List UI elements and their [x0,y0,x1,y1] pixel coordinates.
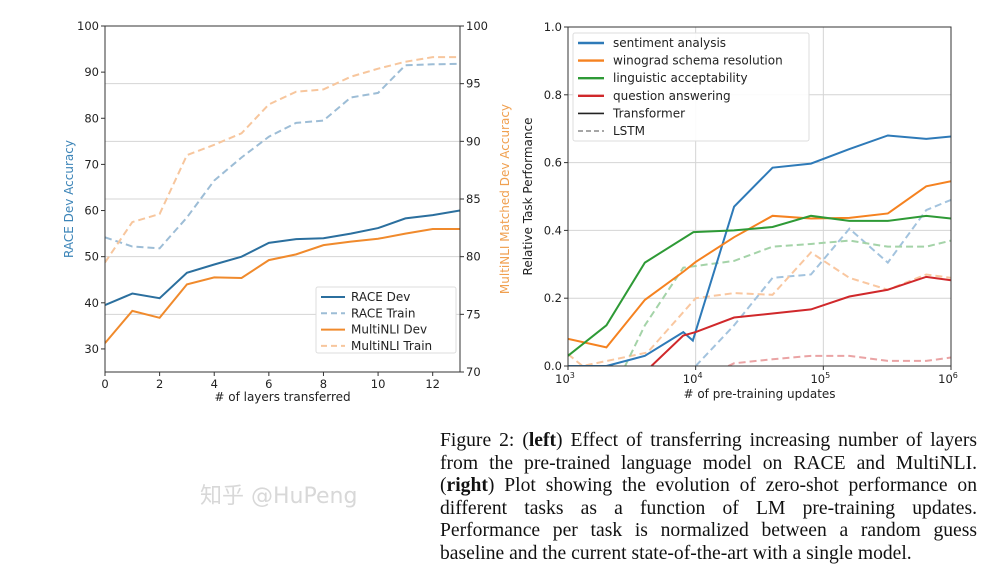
series-line-race-dev [105,209,460,307]
x-tick-label: 103 [555,371,575,386]
y-tick-label: 50 [84,250,99,264]
legend-label: question answering [613,89,731,103]
y-right-axis-label: MultiNLI Matched Dev Accuracy [498,104,512,294]
y-right-tick-label: 90 [466,134,481,148]
y-right-tick-label: 100 [466,19,488,33]
figure-caption: Figure 2: (left) Effect of transferring … [440,430,977,566]
x-tick-label: 10 [371,377,386,391]
y-right-tick-label: 70 [466,365,481,379]
caption-right-bold: right [446,475,488,497]
x-tick-label: 8 [320,377,327,391]
x-tick-label: 105 [810,371,830,386]
watermark: 知乎 @HuPeng [200,484,358,509]
y-tick-label: 60 [84,204,99,218]
x-axis-label: # of pre-training updates [683,387,835,401]
legend: RACE Dev RACE Train MultiNLI Dev MultiNLI T… [315,286,457,354]
caption-left-bold: left [528,430,557,451]
y-tick-label: 1.0 [544,20,562,34]
y-right-tick-label: 85 [466,192,481,206]
x-tick-label: 104 [683,371,703,386]
legend-label: LSTM [613,124,645,138]
y-tick-label: 0.6 [544,156,562,170]
series-line-transformer-winograd-schema-resolution [568,180,951,349]
legend-label: sentiment analysis [613,36,726,50]
series-line-lstm-question-answering [727,354,951,366]
y-tick-label: 100 [77,19,99,33]
series-line-lstm-winograd-schema-resolution [568,251,951,366]
legend-label: Transformer [612,106,685,120]
x-tick-label: 106 [938,371,958,386]
y-axis-label: RACE Dev Accuracy [62,140,76,258]
y-tick-label: 0.0 [544,359,562,373]
y-tick-label: 30 [84,342,99,356]
series-line-multinli-train [105,56,460,263]
legend: sentiment analysis winograd schema resolu… [572,32,810,142]
series-line-transformer-sentiment-analysis [568,134,951,366]
caption-mid: ) Effect of transferring increasing numb… [440,430,977,497]
legend-label: RACE Dev [351,290,410,304]
legend-box [572,32,810,142]
plot-frame [104,25,461,373]
x-tick-label: 4 [211,377,218,391]
legend-label: linguistic acceptability [613,71,748,85]
legend-box [315,286,457,354]
x-tick-label: 12 [425,377,440,391]
x-tick-label: 2 [156,377,163,391]
legend-label: RACE Train [351,306,415,320]
legend-label: MultiNLI Train [351,339,432,353]
x-tick-label: 0 [101,377,108,391]
series-line-race-train [105,62,460,250]
y-right-tick-label: 80 [466,250,481,264]
series-line-transformer-question-answering [650,275,951,366]
x-tick-label: 6 [265,377,272,391]
legend-label: winograd schema resolution [613,54,783,68]
y-right-tick-label: 95 [466,77,481,91]
series-line-multinli-dev [105,227,460,344]
caption-suffix: ) Plot showing the evolution of zero-sho… [440,475,977,564]
caption-prefix: Figure 2: ( [440,430,529,451]
plot-lines [568,134,951,366]
plot-lines [105,56,460,344]
y-tick-label: 40 [84,296,99,310]
figure-charts: 30 40 50 60 70 80 90 100 70 75 80 85 90 95 100 0 2 4 6 8 10 1… [62,19,958,404]
series-line-lstm-linguistic-acceptability [624,239,951,366]
y-tick-label: 90 [84,65,99,79]
plot-frame [567,26,952,367]
y-tick-label: 0.2 [544,291,562,305]
y-tick-label: 0.8 [544,88,562,102]
legend-label: MultiNLI Dev [351,323,427,337]
y-right-tick-label: 75 [466,307,481,321]
y-tick-label: 70 [84,157,99,171]
series-line-transformer-linguistic-acceptability [568,214,951,357]
y-tick-label: 0.4 [544,223,562,237]
y-axis-label: Relative Task Performance [521,118,535,276]
x-axis-label: # of layers transferred [214,390,350,404]
y-tick-label: 80 [84,111,99,125]
